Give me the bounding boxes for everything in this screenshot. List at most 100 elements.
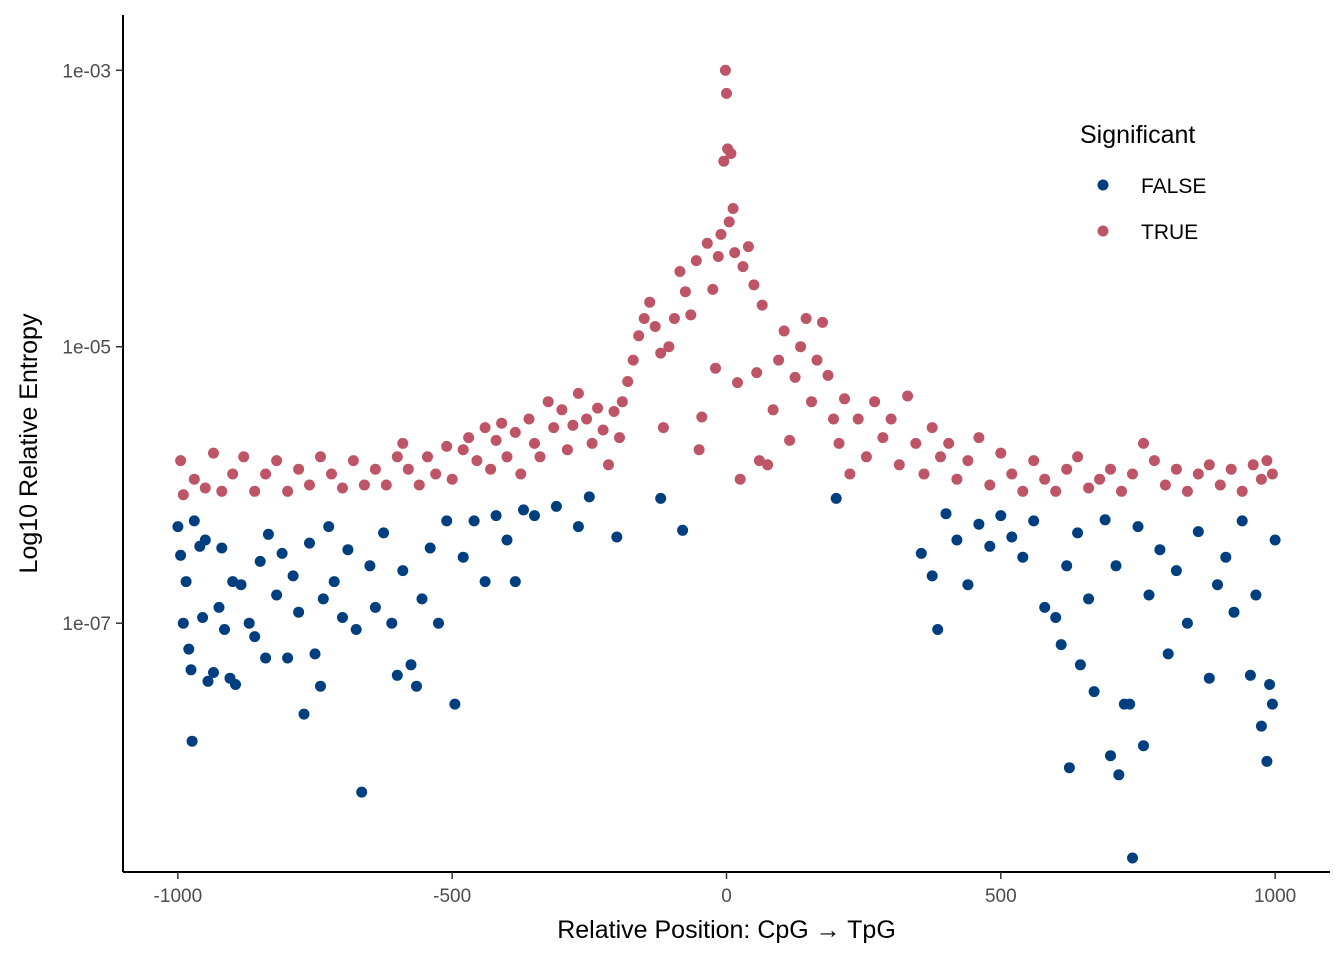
point-true bbox=[649, 321, 661, 332]
point-false bbox=[1138, 740, 1149, 752]
point-false bbox=[583, 491, 595, 503]
point-true bbox=[304, 479, 315, 491]
x-ticks: -1000 -500 0 500 1000 bbox=[154, 872, 1296, 907]
point-false bbox=[350, 624, 362, 635]
point-false bbox=[529, 510, 540, 522]
point-false bbox=[1072, 527, 1084, 539]
legend: Significant FALSE TRUE bbox=[1080, 121, 1206, 244]
point-false bbox=[1099, 514, 1111, 526]
x-tick-label: -500 bbox=[433, 886, 471, 907]
legend-label-true: TRUE bbox=[1141, 221, 1198, 244]
point-true bbox=[471, 455, 483, 467]
point-false bbox=[1261, 755, 1273, 767]
legend-key-false bbox=[1097, 179, 1109, 191]
point-false bbox=[509, 576, 521, 588]
point-true bbox=[501, 451, 513, 463]
point-true bbox=[984, 479, 996, 491]
point-true bbox=[509, 426, 521, 438]
point-false bbox=[243, 617, 255, 629]
point-false bbox=[391, 669, 403, 681]
point-true bbox=[402, 463, 414, 475]
point-true bbox=[529, 437, 540, 449]
point-false bbox=[1105, 750, 1116, 762]
point-false bbox=[1220, 551, 1232, 563]
point-false bbox=[172, 521, 184, 533]
point-false bbox=[337, 612, 348, 623]
point-false bbox=[449, 698, 461, 710]
point-true bbox=[718, 155, 730, 167]
point-true bbox=[893, 459, 905, 471]
point-true bbox=[723, 216, 735, 228]
point-true bbox=[690, 255, 702, 267]
point-true bbox=[696, 411, 708, 423]
point-true bbox=[773, 354, 785, 366]
point-false bbox=[364, 560, 376, 572]
point-true bbox=[727, 203, 739, 214]
point-false bbox=[1181, 617, 1193, 629]
point-true bbox=[523, 413, 535, 425]
point-false bbox=[433, 617, 444, 629]
point-true bbox=[1105, 463, 1116, 475]
point-true bbox=[789, 371, 801, 383]
point-false bbox=[356, 786, 368, 798]
point-true bbox=[572, 387, 584, 399]
point-false bbox=[304, 537, 315, 549]
point-true bbox=[608, 406, 620, 417]
point-true bbox=[413, 479, 425, 491]
point-true bbox=[422, 451, 433, 463]
point-true bbox=[430, 468, 442, 480]
point-true bbox=[592, 402, 604, 414]
point-false bbox=[1170, 565, 1182, 577]
point-true bbox=[719, 64, 731, 76]
point-false bbox=[1055, 639, 1067, 651]
point-true bbox=[622, 376, 634, 387]
point-true bbox=[712, 251, 724, 262]
point-true bbox=[326, 468, 337, 480]
point-false bbox=[177, 617, 189, 629]
point-false bbox=[1154, 544, 1166, 556]
point-true bbox=[943, 437, 955, 449]
point-true bbox=[995, 447, 1007, 459]
point-false bbox=[1132, 521, 1144, 533]
point-false bbox=[183, 643, 195, 655]
point-true bbox=[822, 369, 834, 381]
point-true bbox=[1061, 463, 1073, 475]
point-true bbox=[715, 228, 727, 240]
point-true bbox=[638, 313, 650, 324]
point-false bbox=[1264, 679, 1276, 690]
point-true bbox=[828, 413, 839, 425]
point-true bbox=[833, 437, 845, 449]
point-true bbox=[679, 286, 691, 298]
point-false bbox=[1228, 606, 1240, 618]
point-true bbox=[973, 432, 985, 444]
point-false bbox=[1162, 648, 1174, 660]
point-true bbox=[869, 396, 881, 408]
point-true bbox=[1214, 479, 1226, 491]
point-true bbox=[1255, 473, 1267, 485]
point-true bbox=[1192, 468, 1204, 480]
point-true bbox=[597, 424, 609, 436]
point-false bbox=[1269, 534, 1281, 546]
point-true bbox=[556, 404, 568, 416]
point-false bbox=[1006, 531, 1018, 543]
point-true bbox=[1181, 485, 1193, 497]
point-false bbox=[180, 576, 192, 588]
point-true bbox=[732, 377, 743, 389]
point-false bbox=[1083, 593, 1095, 605]
point-true bbox=[1050, 485, 1062, 497]
point-true bbox=[729, 247, 741, 259]
point-true bbox=[655, 347, 667, 359]
point-true bbox=[586, 437, 598, 449]
point-true bbox=[800, 313, 812, 324]
point-true bbox=[839, 393, 850, 405]
point-false bbox=[397, 565, 409, 577]
point-true bbox=[1148, 455, 1160, 467]
point-true bbox=[515, 468, 527, 480]
point-false bbox=[230, 679, 241, 690]
x-tick-label: -1000 bbox=[154, 886, 203, 907]
point-true bbox=[1006, 468, 1018, 480]
point-true bbox=[1127, 468, 1138, 480]
point-true bbox=[358, 479, 370, 491]
point-false bbox=[830, 492, 842, 504]
point-false bbox=[1124, 698, 1136, 710]
